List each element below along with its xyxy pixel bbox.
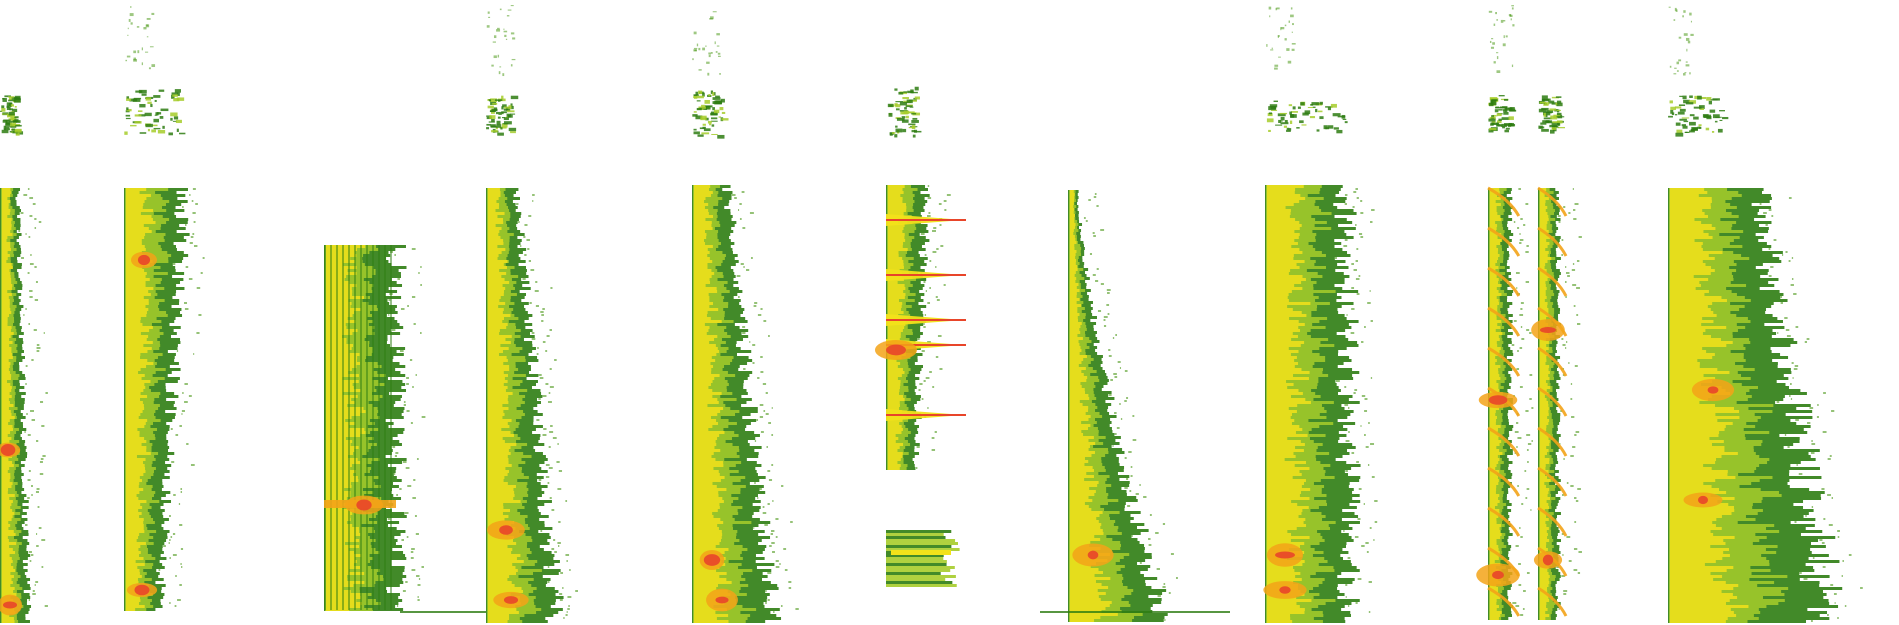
spectrogram-body: [1668, 188, 1863, 623]
spectrogram-panel-2: [124, 6, 205, 611]
spectrogram-panel-7: [1040, 190, 1230, 622]
spectrogram-panel-9: [1476, 5, 1534, 620]
spectrogram-body: [1531, 186, 1582, 620]
spectrogram-panel-1: [0, 95, 48, 623]
spectrogram-body: [692, 185, 799, 623]
spectrogram-body: [1068, 190, 1178, 622]
harmonic-band: [0, 95, 24, 136]
spectrogram-body: [124, 188, 205, 611]
harmonic-band: [887, 86, 922, 138]
spectrogram-panel-5: [692, 11, 799, 623]
spectrogram-body: [324, 245, 426, 611]
harmonic-band: [692, 90, 729, 139]
spectrogram-panel-10-b: [1668, 6, 1863, 623]
harmonic-band: [486, 95, 519, 136]
spectrogram-panel-8: [1263, 6, 1378, 623]
spectrogram-body: [486, 188, 578, 623]
spectrogram-body: [0, 188, 48, 623]
harmonic-band: [1668, 95, 1729, 137]
harmonic-band: [1266, 100, 1348, 134]
harmonic-band: [1538, 95, 1565, 134]
spectrogram-panel-6: [874, 86, 966, 587]
spectrogram-panel-10: [1531, 95, 1582, 620]
spectrogram-panel-3: [324, 245, 486, 613]
harmonic-band: [1488, 95, 1517, 133]
harmonic-band: [124, 89, 186, 136]
spectrogram-panel-4: [486, 5, 578, 623]
spectrogram-body: [1476, 186, 1534, 620]
spectrogram-body: [1263, 185, 1378, 623]
spectrogram-body: [874, 185, 966, 587]
